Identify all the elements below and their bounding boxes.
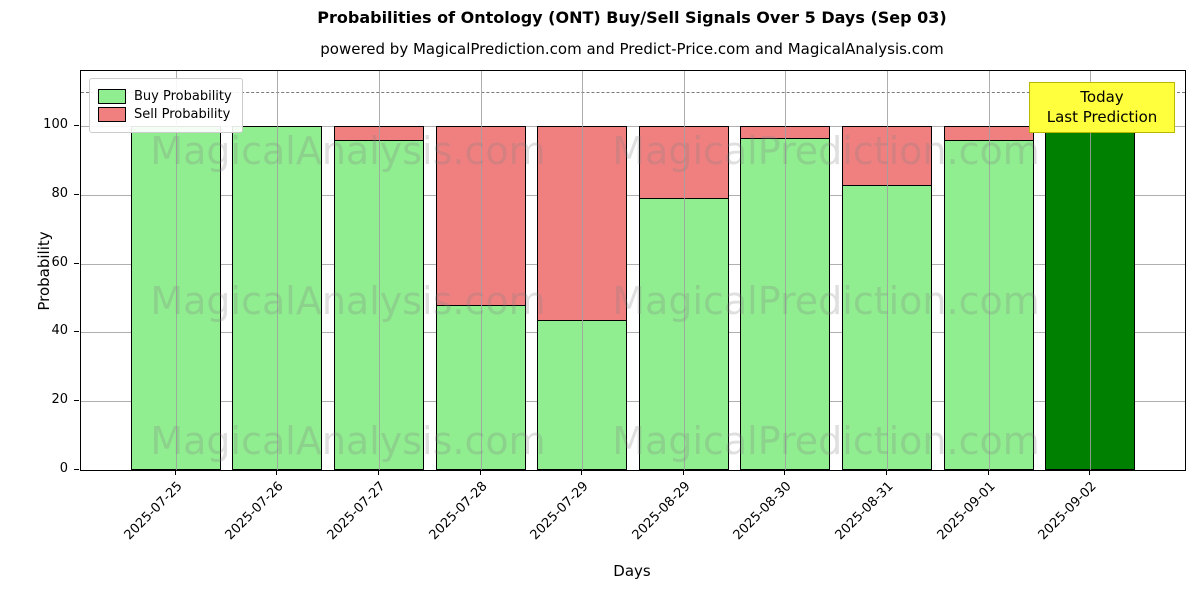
buy-segment	[537, 320, 628, 470]
y-tick-mark	[74, 125, 79, 127]
today-annotation: Today Last Prediction	[1029, 82, 1175, 133]
today-annotation-line1: Today	[1080, 88, 1124, 106]
sell-segment	[638, 126, 729, 199]
v-gridline	[277, 71, 279, 470]
x-axis-label: Days	[613, 562, 651, 580]
x-tick-label-2025-08-29: 2025-08-29	[629, 479, 694, 544]
legend-label-sell: Sell Probability	[134, 107, 231, 122]
x-tick-mark	[1089, 470, 1091, 475]
v-gridline	[379, 71, 380, 470]
buy-swatch	[98, 89, 126, 104]
x-tick-label-2025-07-25: 2025-07-25	[121, 479, 186, 544]
x-tick-mark	[174, 470, 176, 475]
x-tick-label-2025-08-30: 2025-08-30	[730, 479, 795, 544]
v-gridline	[175, 71, 177, 470]
legend-item-buy: Buy Probability	[98, 89, 232, 104]
v-gridline	[683, 71, 685, 470]
buy-segment	[943, 139, 1034, 470]
stacked-bar-2025-09-01	[943, 126, 1034, 470]
v-gridline	[785, 71, 787, 470]
bar-slot-2025-09-02	[1039, 71, 1141, 470]
bar-slot-2025-08-31	[836, 71, 938, 470]
v-gridline	[988, 71, 990, 470]
stacked-bar-2025-08-30	[740, 126, 831, 470]
buy-segment	[333, 139, 424, 470]
y-tick-mark	[74, 193, 79, 195]
sell-segment	[333, 126, 424, 140]
buy-segment	[841, 184, 932, 470]
x-tick-mark	[987, 470, 989, 475]
sell-segment	[435, 126, 526, 305]
chart-title: Probabilities of Ontology (ONT) Buy/Sell…	[317, 8, 947, 27]
v-gridline	[887, 71, 888, 470]
x-tick-mark	[378, 470, 379, 475]
buy-segment	[1045, 126, 1136, 470]
plot-area: Buy Probability Sell Probability Today L…	[80, 70, 1186, 471]
x-tick-label-2025-07-29: 2025-07-29	[527, 479, 592, 544]
stacked-bar-2025-07-28	[435, 126, 526, 470]
y-tick-mark	[74, 400, 79, 402]
x-tick-label-2025-08-31: 2025-08-31	[832, 479, 897, 544]
x-tick-mark	[784, 470, 786, 475]
bar-slot-2025-08-29	[633, 71, 735, 470]
x-tick-mark	[479, 470, 481, 475]
h-gridline-80	[81, 194, 1185, 196]
bar-slot-2025-07-29	[531, 71, 633, 470]
buy-segment	[638, 198, 729, 470]
x-tick-mark	[886, 470, 887, 475]
x-tick-label-2025-07-27: 2025-07-27	[324, 479, 389, 544]
x-tick-mark	[276, 470, 278, 475]
v-gridline	[480, 71, 482, 470]
bar-slot-2025-07-28	[430, 71, 532, 470]
y-tick-label-40: 40	[51, 323, 68, 339]
v-gridline	[1090, 71, 1092, 470]
legend: Buy Probability Sell Probability	[89, 78, 243, 133]
y-tick-mark	[74, 331, 79, 333]
h-gridline-20	[81, 401, 1185, 403]
y-tick-label-0: 0	[59, 461, 68, 476]
y-tick-mark	[74, 469, 79, 470]
y-tick-label-60: 60	[51, 254, 68, 270]
y-tick-label-80: 80	[51, 185, 68, 201]
sell-swatch	[98, 107, 126, 122]
legend-item-sell: Sell Probability	[98, 107, 232, 122]
y-tick-mark	[74, 262, 79, 264]
dashed-threshold-line	[81, 91, 1185, 93]
y-tick-label-100: 100	[43, 117, 68, 133]
bar-slot-2025-07-27	[328, 71, 430, 470]
bar-slot-2025-09-01	[938, 71, 1040, 470]
buy-segment	[435, 304, 526, 470]
stacked-bar-2025-09-02	[1045, 126, 1136, 470]
x-tick-mark	[581, 470, 583, 475]
x-tick-label-2025-07-26: 2025-07-26	[222, 479, 287, 544]
sell-segment	[841, 126, 932, 185]
buy-segment	[740, 138, 831, 470]
y-tick-label-20: 20	[51, 392, 68, 408]
bars-container	[81, 71, 1185, 470]
sell-segment	[740, 126, 831, 139]
stacked-bar-2025-07-29	[537, 126, 628, 470]
chart-subtitle: powered by MagicalPrediction.com and Pre…	[320, 40, 944, 58]
h-gridline-60	[81, 263, 1185, 265]
x-tick-label-2025-09-01: 2025-09-01	[934, 479, 999, 544]
sell-segment	[537, 126, 628, 321]
v-gridline	[582, 71, 584, 470]
bar-slot-2025-08-30	[735, 71, 837, 470]
stacked-bar-2025-08-29	[638, 126, 729, 470]
h-gridline-40	[81, 332, 1185, 334]
h-gridline-100	[81, 126, 1185, 128]
x-tick-label-2025-07-28: 2025-07-28	[426, 479, 491, 544]
legend-label-buy: Buy Probability	[134, 89, 232, 104]
x-tick-label-2025-09-02: 2025-09-02	[1035, 479, 1100, 544]
today-annotation-line2: Last Prediction	[1046, 108, 1158, 127]
sell-segment	[943, 126, 1034, 140]
stacked-bar-2025-07-27	[333, 126, 424, 470]
stacked-bar-2025-08-31	[841, 126, 932, 470]
x-tick-mark	[682, 470, 684, 475]
